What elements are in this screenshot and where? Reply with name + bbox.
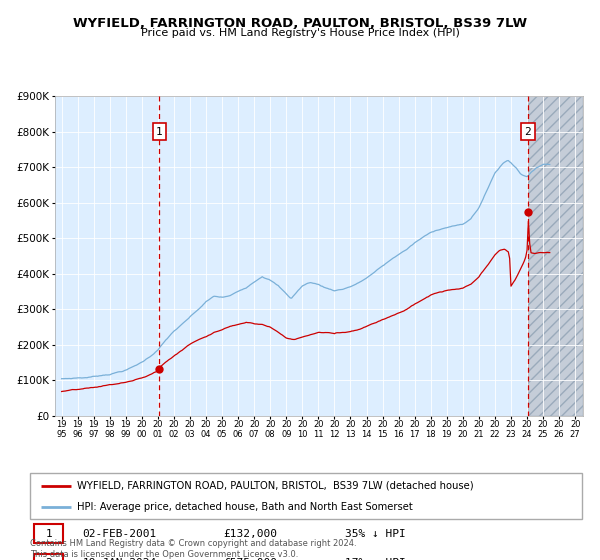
Text: WYFIELD, FARRINGTON ROAD, PAULTON, BRISTOL,  BS39 7LW (detached house): WYFIELD, FARRINGTON ROAD, PAULTON, BRIST… <box>77 480 473 491</box>
Text: 1: 1 <box>46 529 52 539</box>
Text: Price paid vs. HM Land Registry's House Price Index (HPI): Price paid vs. HM Land Registry's House … <box>140 28 460 38</box>
Text: Contains HM Land Registry data © Crown copyright and database right 2024.
This d: Contains HM Land Registry data © Crown c… <box>30 539 356 559</box>
Text: 1: 1 <box>156 127 163 137</box>
Text: 19-JAN-2024: 19-JAN-2024 <box>82 558 157 560</box>
FancyBboxPatch shape <box>30 473 582 519</box>
FancyBboxPatch shape <box>34 524 63 543</box>
Text: 2: 2 <box>46 558 52 560</box>
FancyBboxPatch shape <box>34 554 63 560</box>
Text: WYFIELD, FARRINGTON ROAD, PAULTON, BRISTOL, BS39 7LW: WYFIELD, FARRINGTON ROAD, PAULTON, BRIST… <box>73 17 527 30</box>
Text: 02-FEB-2001: 02-FEB-2001 <box>82 529 157 539</box>
Text: £575,000: £575,000 <box>223 558 277 560</box>
Text: 2: 2 <box>524 127 531 137</box>
Bar <box>528 96 583 416</box>
Text: 17% ↓ HPI: 17% ↓ HPI <box>344 558 406 560</box>
Text: £132,000: £132,000 <box>223 529 277 539</box>
Text: 35% ↓ HPI: 35% ↓ HPI <box>344 529 406 539</box>
Text: HPI: Average price, detached house, Bath and North East Somerset: HPI: Average price, detached house, Bath… <box>77 502 413 512</box>
